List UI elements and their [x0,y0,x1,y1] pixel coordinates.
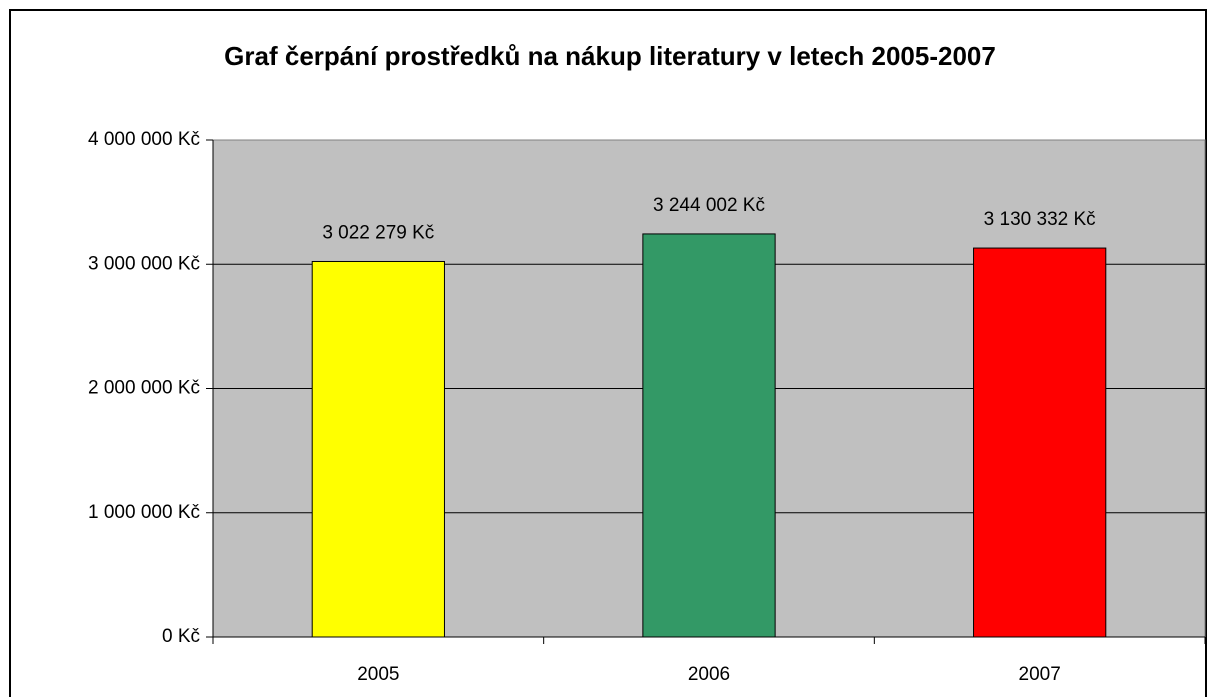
x-tick-label: 2006 [688,664,730,685]
y-tick-label: 1 000 000 Kč [88,502,200,523]
bar [311,260,445,638]
data-label: 3 130 332 Kč [984,209,1096,230]
bar [642,233,776,638]
y-tick-label: 3 000 000 Kč [88,253,200,274]
data-label: 3 022 279 Kč [322,222,434,243]
data-label: 3 244 002 Kč [653,195,765,216]
chart-title: Graf čerpání prostředků na nákup literat… [224,41,996,71]
y-tick-label: 4 000 000 Kč [88,129,200,150]
y-tick-label: 2 000 000 Kč [88,378,200,399]
x-tick-label: 2007 [1019,664,1061,685]
y-tick-label: 0 Kč [162,626,200,647]
bar [973,247,1107,638]
x-tick-label: 2005 [357,664,399,685]
